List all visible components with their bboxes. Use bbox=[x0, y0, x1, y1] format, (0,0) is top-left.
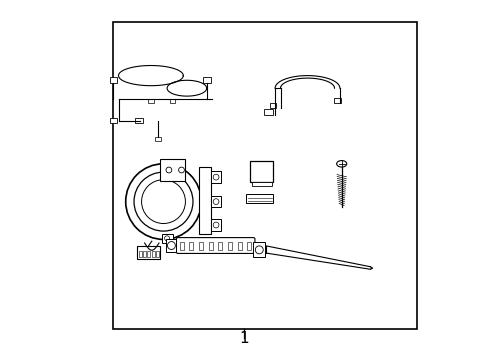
Circle shape bbox=[166, 167, 171, 173]
Bar bbox=[237, 242, 241, 250]
Circle shape bbox=[167, 242, 175, 249]
Bar bbox=[151, 251, 154, 257]
Bar bbox=[147, 251, 150, 257]
Bar bbox=[246, 194, 273, 203]
Bar bbox=[148, 99, 153, 103]
Bar bbox=[199, 242, 203, 250]
Bar bbox=[134, 118, 142, 123]
Circle shape bbox=[164, 236, 169, 241]
Bar bbox=[203, 77, 211, 83]
Bar bbox=[109, 77, 117, 83]
Bar bbox=[333, 98, 340, 103]
Bar bbox=[269, 103, 276, 108]
Bar bbox=[179, 242, 183, 250]
FancyBboxPatch shape bbox=[176, 238, 254, 253]
Bar bbox=[162, 234, 172, 243]
Bar bbox=[199, 167, 211, 234]
Circle shape bbox=[213, 222, 219, 228]
Bar bbox=[156, 251, 159, 257]
Bar bbox=[211, 219, 221, 231]
Bar bbox=[169, 99, 175, 103]
Bar bbox=[264, 109, 273, 115]
Bar bbox=[208, 242, 212, 250]
Bar bbox=[253, 242, 265, 257]
Bar bbox=[227, 242, 231, 250]
Circle shape bbox=[142, 180, 185, 224]
Bar bbox=[211, 171, 221, 183]
Bar bbox=[160, 159, 185, 181]
Circle shape bbox=[213, 199, 219, 204]
Circle shape bbox=[178, 167, 184, 173]
Bar bbox=[247, 242, 251, 250]
Bar bbox=[139, 251, 142, 257]
Bar bbox=[109, 118, 117, 123]
Circle shape bbox=[255, 246, 263, 254]
Bar bbox=[211, 196, 221, 207]
Bar bbox=[218, 242, 222, 250]
Bar bbox=[251, 182, 271, 186]
Bar bbox=[137, 246, 160, 259]
Circle shape bbox=[134, 172, 193, 231]
Circle shape bbox=[213, 174, 219, 180]
Bar bbox=[113, 22, 416, 329]
Bar bbox=[249, 161, 273, 182]
Ellipse shape bbox=[336, 161, 346, 167]
Bar bbox=[155, 137, 161, 141]
Bar bbox=[143, 251, 146, 257]
Text: 1: 1 bbox=[239, 330, 249, 346]
Circle shape bbox=[125, 164, 201, 239]
Bar bbox=[189, 242, 193, 250]
Bar bbox=[166, 239, 176, 252]
